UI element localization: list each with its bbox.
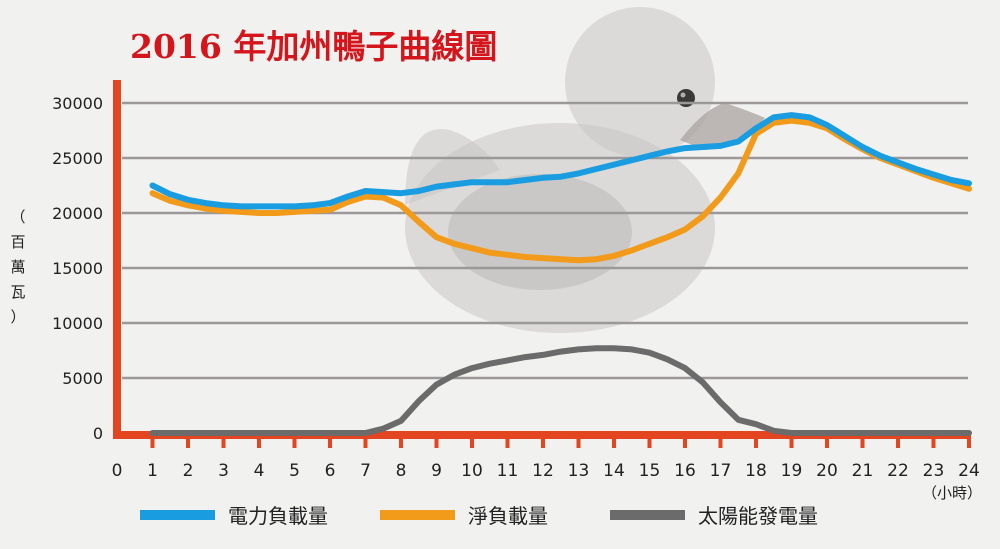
y-tick-label: 10000 (52, 314, 103, 333)
series-line-0 (149, 112, 972, 210)
x-tick-mark (860, 431, 865, 448)
x-tick-mark (718, 431, 723, 448)
x-tick-mark (967, 431, 971, 448)
x-tick-mark (683, 431, 687, 448)
legend-label: 電力負載量 (228, 504, 328, 528)
y-axis-label-char: （ (10, 208, 25, 226)
x-tick-mark (576, 431, 581, 448)
x-tick-mark (825, 431, 829, 448)
x-tick-label: 1 (147, 461, 158, 481)
x-tick-label: 8 (396, 461, 407, 481)
y-tick-label: 30000 (52, 94, 103, 113)
y-tick-label: 25000 (52, 149, 103, 168)
axes (113, 80, 971, 448)
duck-eye (677, 89, 695, 107)
legend-swatch (380, 510, 455, 520)
legend-swatch (610, 510, 685, 520)
x-tick-mark (186, 431, 190, 448)
x-tick-label: 11 (497, 461, 519, 481)
x-tick-label: 16 (674, 461, 696, 481)
x-axis-unit: （小時） (922, 484, 982, 502)
x-tick-mark (221, 431, 226, 448)
x-tick-label: 9 (431, 461, 442, 481)
duck-eye-highlight (680, 92, 686, 98)
x-tick-label: 6 (325, 461, 336, 481)
y-tick-label: 20000 (52, 204, 103, 223)
x-tick-label: 2 (183, 461, 194, 481)
x-tick-label: 19 (781, 461, 803, 481)
y-axis-label-char: 萬 (10, 258, 25, 276)
x-tick-label: 22 (887, 461, 909, 481)
x-tick-label: 3 (218, 461, 229, 481)
x-tick-label: 12 (532, 461, 554, 481)
x-tick-mark (789, 431, 794, 448)
x-tick-label: 10 (461, 461, 483, 481)
x-tick-mark (505, 431, 510, 448)
x-tick-label: 15 (639, 461, 661, 481)
x-tick-mark (399, 431, 403, 448)
legend-label: 太陽能發電量 (698, 504, 818, 528)
x-tick-label: 4 (254, 461, 265, 481)
y-axis-label-char: 百 (10, 233, 25, 251)
x-tick-label: 7 (360, 461, 371, 481)
x-tick-mark (363, 431, 368, 448)
x-tick-labels: 0 1 2 3 4 5 6 7 8 9 10 11 12 13 14 15 16 17 18 19 20 21 22 23 24 (112, 461, 980, 481)
x-tick-label: 13 (568, 461, 590, 481)
legend: 電力負載量 淨負載量 太陽能發電量 (140, 504, 818, 528)
y-tick-label: 15000 (52, 259, 103, 278)
x-tick-label: 5 (289, 461, 300, 481)
x-tick-label: 20 (816, 461, 838, 481)
y-axis-label-char: ） (10, 308, 25, 326)
x-tick-mark (612, 431, 616, 448)
x-tick-mark (931, 431, 936, 448)
x-tick-mark (754, 431, 758, 448)
x-tick-label: 0 (112, 461, 123, 481)
duck-beak (680, 103, 765, 150)
y-axis-label-char: 瓦 (10, 283, 25, 301)
x-tick-mark (150, 431, 155, 448)
chart-title: 2016 年加州鴨子曲線圖 (130, 27, 497, 66)
legend-label: 淨負載量 (468, 504, 548, 528)
y-axis-line (113, 80, 121, 439)
duck-wing (448, 174, 632, 290)
x-tick-mark (541, 431, 545, 448)
legend-swatch (140, 510, 215, 520)
y-axis-label: （ 百萬瓦 ） (10, 208, 25, 326)
x-tick-mark (328, 431, 332, 448)
x-tick-mark (292, 431, 297, 448)
x-tick-label: 18 (745, 461, 767, 481)
x-tick-label: 17 (710, 461, 732, 481)
x-tick-mark (434, 431, 439, 448)
duck-head (565, 7, 715, 157)
y-tick-label: 0 (93, 424, 103, 443)
x-tick-mark (470, 431, 474, 448)
y-tick-labels: 0 5000 10000 15000 20000 25000 30000 (52, 94, 103, 443)
series-lines (149, 112, 972, 436)
x-tick-label: 23 (923, 461, 945, 481)
x-tick-mark (257, 431, 261, 448)
x-tick-label: 24 (958, 461, 980, 481)
series-line-2 (149, 345, 972, 436)
x-tick-label: 14 (603, 461, 625, 481)
x-tick-label: 21 (852, 461, 874, 481)
x-tick-mark (896, 431, 900, 448)
x-tick-mark (647, 431, 652, 448)
y-tick-label: 5000 (62, 369, 103, 388)
